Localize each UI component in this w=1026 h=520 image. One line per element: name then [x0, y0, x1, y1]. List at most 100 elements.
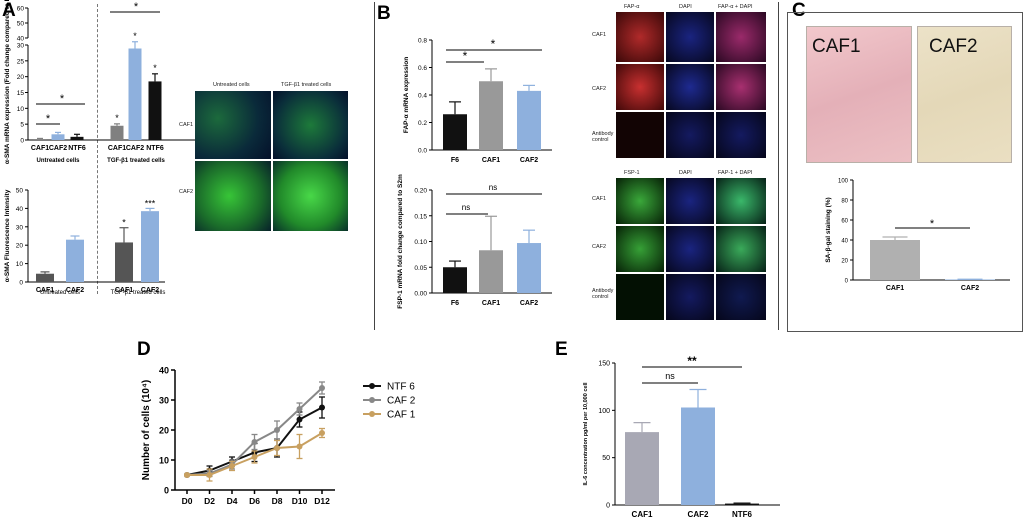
category-label: CAF2 — [520, 300, 538, 307]
category-label: CAF1 — [108, 145, 126, 152]
sig-label: ns — [489, 183, 497, 192]
y-tick-label: 150 — [598, 361, 610, 368]
data-point — [184, 472, 190, 478]
micro-b2-row-caf2: CAF2 — [592, 244, 607, 250]
y-tick-label: 0.6 — [418, 65, 427, 72]
y-axis-label: SA-β-gal staining (%) — [825, 197, 832, 262]
micrograph-b1-dapi-caf2 — [666, 64, 714, 110]
y-tick-label: 0.8 — [418, 38, 427, 45]
y-tick-label: 100 — [838, 179, 849, 185]
bar — [517, 243, 541, 293]
x-tick-label: D8 — [272, 496, 283, 506]
y-tick-label: 0.20 — [414, 188, 427, 195]
y-tick-label: 15 — [17, 90, 25, 97]
data-point — [206, 472, 213, 478]
category-label: CAF1 — [482, 157, 500, 164]
micro-b1-row-caf2: CAF2 — [592, 86, 607, 92]
y-tick-label: 40 — [841, 239, 848, 245]
micrograph-b2-merge-caf2 — [716, 226, 766, 272]
micrograph-b1-fap-caf2 — [616, 64, 664, 110]
y-tick-label: 40 — [159, 366, 169, 376]
bar — [681, 407, 715, 505]
micrograph-b2-merge-control — [716, 274, 766, 320]
micrograph-a-untreated-caf2 — [195, 161, 271, 231]
micrograph-b2-fsp-control — [616, 274, 664, 320]
y-tick-label: 50 — [17, 21, 25, 28]
y-axis-label: FSP-1 mRNA fold change compared to S2m — [397, 174, 404, 309]
y-tick-label: 60 — [17, 6, 25, 13]
y-tick-label: 40 — [17, 36, 25, 43]
y-tick-label: 0 — [19, 280, 23, 287]
category-label: F6 — [451, 157, 459, 164]
micro-b2-col-merge: FAP-1 + DAPI — [718, 170, 753, 176]
category-label: NTF6 — [68, 145, 86, 152]
photo-caf2 — [917, 26, 1012, 163]
data-point — [296, 406, 303, 412]
y-tick-label: 0.15 — [414, 213, 427, 220]
category-label: CAF2 — [688, 510, 709, 519]
panel-label-a: A — [2, 0, 16, 21]
y-axis-label: FAP-α mRNA expression — [403, 57, 410, 133]
y-tick-label: 80 — [841, 199, 848, 205]
micrograph-b2-merge-caf1 — [716, 178, 766, 224]
data-point — [296, 443, 303, 450]
category-label: F6 — [451, 300, 459, 307]
data-point — [251, 439, 258, 445]
micro-b1-col-merge: FAP-α + DAPI — [718, 4, 753, 10]
sig-star: * — [115, 113, 119, 123]
micro-b2-col-fsp: FSP-1 — [624, 170, 640, 176]
panel-label-e: E — [555, 339, 568, 360]
y-tick-label: 10 — [17, 106, 25, 113]
divider-a-b — [374, 2, 375, 330]
x-tick-label: D12 — [314, 496, 330, 506]
y-tick-label: 30 — [17, 43, 25, 50]
x-tick-label: D4 — [227, 496, 238, 506]
micrograph-a-tgf-caf1 — [273, 91, 348, 159]
legend-label: NTF 6 — [387, 382, 415, 393]
micro-b2-col-dapi: DAPI — [679, 170, 692, 176]
micro-a-col-untreated: Untreated cells — [213, 82, 250, 88]
sig-star: *** — [145, 198, 156, 208]
y-axis-label: IL-6 concentration pg/ml per 10,000 cell — [583, 382, 589, 485]
data-point — [251, 454, 258, 460]
group-label: Untreated cells — [36, 158, 80, 164]
y-axis-label: α-SMA Fluorescence Intensity — [4, 189, 11, 282]
micrograph-b2-fsp-caf2 — [616, 226, 664, 272]
y-tick-label: 0.4 — [418, 93, 427, 100]
data-point — [319, 430, 325, 436]
y-tick-label: 20 — [159, 426, 169, 436]
y-axis-label: α-SMA mRNA expression (Fold change compa… — [4, 0, 11, 164]
y-tick-label: 20 — [841, 259, 848, 265]
sig-star: * — [134, 1, 139, 13]
x-tick-label: D6 — [249, 496, 260, 506]
y-tick-label: 0.10 — [414, 239, 427, 246]
y-tick-label: 50 — [602, 455, 610, 462]
category-label: CAF1 — [115, 287, 133, 294]
micrograph-b2-dapi-caf2 — [666, 226, 714, 272]
y-tick-label: 0.05 — [414, 265, 427, 272]
category-label: CAF2 — [49, 145, 67, 152]
bar — [443, 267, 467, 293]
bar — [479, 81, 503, 150]
micro-a-row-caf1: CAF1 — [179, 122, 194, 128]
sig-star: * — [46, 113, 51, 125]
photo-caf1 — [806, 26, 912, 163]
y-tick-label: 100 — [598, 408, 610, 415]
chart-c-sa-beta-gal: 0 20 40 60 80 100 SA-β-gal staining (%) CAF1 CAF… — [825, 179, 1010, 292]
y-tick-label: 50 — [16, 188, 24, 195]
data-point — [274, 427, 280, 433]
micro-b1-row-caf1: CAF1 — [592, 32, 607, 38]
photo-caf1-label: CAF1 — [812, 36, 861, 57]
bar — [479, 250, 503, 293]
y-tick-label: 5 — [20, 122, 24, 129]
micro-b1-col-fap: FAP-α — [624, 4, 640, 10]
y-tick-label: 0.00 — [414, 291, 427, 298]
panel-label-c: C — [792, 0, 806, 21]
y-tick-label: 0 — [20, 138, 24, 145]
bar — [110, 125, 124, 140]
chart-b-fap-mrna: 0.0 0.2 0.4 0.6 0.8 FAP-α mRNA expression F6 CA… — [403, 37, 552, 164]
y-tick-label: 0 — [845, 279, 849, 285]
y-tick-label: 25 — [17, 58, 25, 65]
bar — [33, 139, 47, 140]
